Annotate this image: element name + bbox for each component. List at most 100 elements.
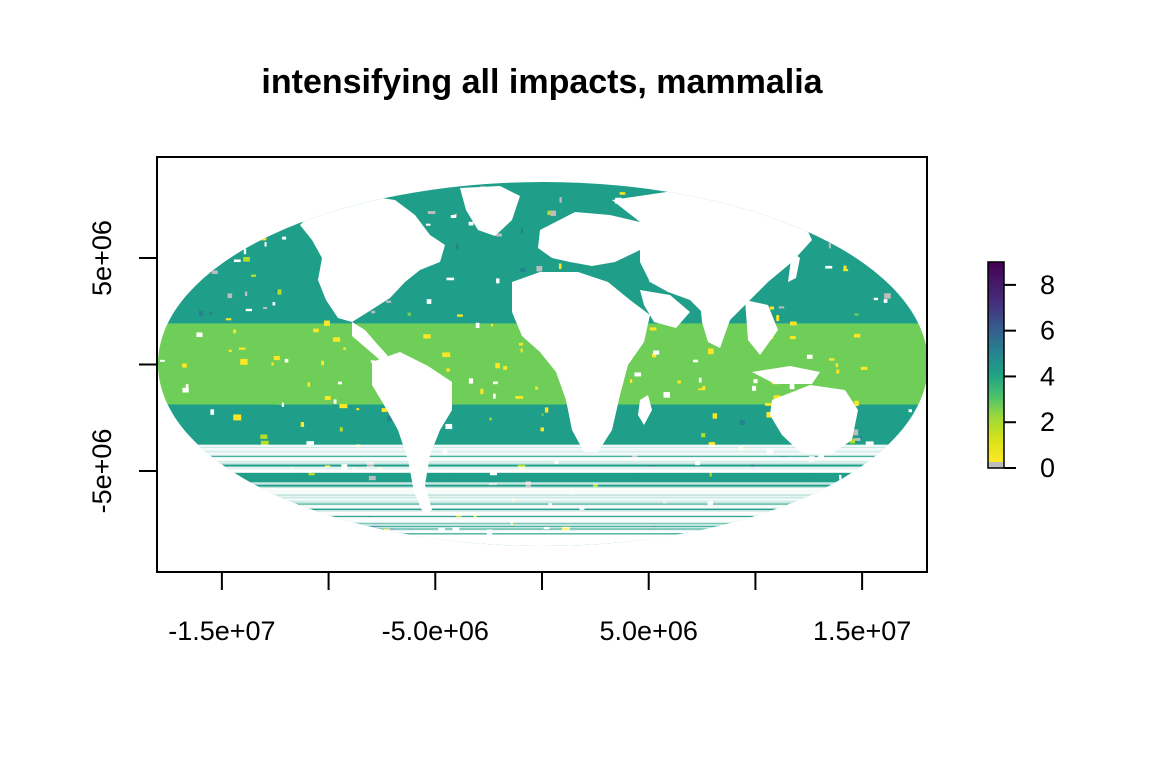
raster-cell	[464, 391, 472, 397]
raster-gap	[160, 501, 927, 504]
raster-cell	[356, 408, 360, 411]
raster-cell	[300, 422, 305, 427]
raster-cell	[238, 347, 246, 350]
raster-cell	[548, 503, 553, 506]
raster-cell	[251, 295, 257, 301]
raster-cell	[839, 474, 842, 480]
raster-cell	[345, 368, 350, 375]
raster-gap	[160, 511, 927, 515]
new-zealand-land	[878, 450, 892, 470]
raster-cell	[446, 277, 455, 281]
raster-cell	[765, 402, 773, 406]
raster-cell	[653, 350, 660, 355]
japan-land	[788, 252, 800, 282]
raster-cell	[223, 514, 231, 518]
raster-cell	[520, 268, 526, 272]
raster-cell	[653, 547, 656, 551]
raster-gap	[160, 523, 927, 526]
raster-cell	[360, 188, 368, 194]
raster-cell	[750, 462, 755, 468]
raster-cell	[211, 270, 218, 275]
raster-cell	[698, 377, 702, 383]
raster-cell	[203, 275, 209, 280]
raster-cell	[243, 248, 247, 255]
raster-cell	[422, 305, 429, 311]
raster-cell	[307, 382, 311, 387]
raster-cell	[708, 348, 714, 355]
raster-cell	[824, 494, 829, 498]
raster-cell	[196, 332, 203, 338]
raster-cell	[210, 409, 215, 415]
raster-cell	[284, 358, 289, 363]
raster-cell	[826, 281, 831, 287]
raster-gap	[160, 490, 927, 495]
raster-gap	[160, 498, 927, 502]
southeast-asia-land	[745, 300, 778, 355]
raster-cell	[165, 188, 170, 192]
raster-cell	[776, 315, 780, 322]
raster-cell	[854, 400, 859, 407]
raster-cell	[895, 346, 904, 349]
raster-cell	[794, 535, 798, 541]
raster-cell	[744, 191, 749, 196]
raster-cell	[771, 515, 778, 521]
raster-cell	[520, 228, 523, 234]
raster-cell	[273, 355, 280, 361]
raster-cell	[259, 237, 267, 241]
y-axis: 5e+06 -5e+06	[87, 220, 157, 513]
plot-area	[158, 182, 927, 551]
colorbar-tick-label-3: 6	[1040, 316, 1055, 346]
raster-cell	[849, 438, 856, 444]
raster-cell	[908, 409, 912, 413]
raster-gap	[160, 468, 927, 472]
raster-cell	[231, 527, 235, 531]
raster-cell	[282, 236, 287, 240]
raster-cell	[294, 200, 303, 207]
raster-gap	[160, 492, 927, 495]
raster-cell	[170, 190, 175, 195]
raster-cell	[835, 363, 839, 368]
raster-gap	[160, 509, 927, 513]
raster-cell	[535, 386, 538, 390]
south-america-land	[372, 352, 452, 515]
raster-cell	[235, 203, 243, 210]
raster-cell	[649, 327, 657, 331]
raster-cell	[387, 416, 394, 422]
raster-cell	[498, 375, 506, 380]
raster-cell	[754, 197, 759, 203]
raster-cell	[814, 308, 822, 315]
asia-land	[612, 190, 812, 322]
raster-cell	[832, 535, 836, 540]
raster-cell	[233, 414, 242, 421]
raster-cell	[496, 278, 500, 284]
raster-cell	[446, 368, 450, 372]
raster-cell	[915, 187, 921, 194]
raster-cell	[737, 191, 742, 196]
raster-cell	[693, 359, 699, 363]
ocean-raster	[158, 182, 927, 551]
raster-cell	[245, 308, 253, 312]
raster-gap	[160, 534, 927, 536]
raster-cell	[386, 300, 392, 303]
raster-cell	[302, 368, 307, 374]
australia-land	[770, 385, 858, 455]
x-axis: -1.5e+07 -5.0e+06 5.0e+06 1.5e+07	[168, 572, 911, 646]
raster-cell	[910, 496, 915, 502]
raster-cell	[772, 206, 778, 210]
raster-cell	[203, 255, 207, 258]
raster-cell	[227, 239, 233, 246]
raster-cell	[240, 375, 248, 378]
raster-cell	[281, 187, 289, 194]
raster-cell	[227, 293, 233, 299]
raster-cell	[217, 488, 220, 492]
raster-cell	[918, 484, 923, 490]
colorbar-tick-label-4: 8	[1040, 270, 1055, 300]
raster-cell	[165, 412, 169, 418]
raster-cell	[172, 244, 179, 250]
raster-cell	[873, 297, 879, 301]
raster-cell	[540, 427, 544, 432]
raster-cell	[492, 381, 498, 385]
raster-cell	[918, 523, 924, 528]
colorbar-tick-label-2: 4	[1040, 361, 1055, 391]
